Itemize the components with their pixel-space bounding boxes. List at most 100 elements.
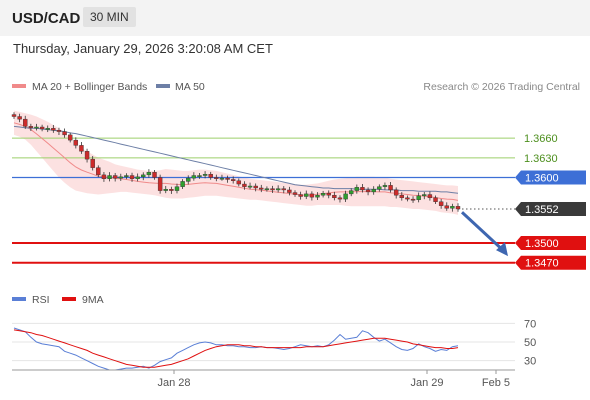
candle-bearish [230, 179, 236, 181]
candle-bearish [270, 188, 275, 191]
level-tag-1.3600 [515, 170, 586, 185]
candle-bearish [23, 118, 28, 127]
rsi-tick-30: 30 [524, 356, 536, 368]
rsi-tick-70: 70 [524, 318, 536, 330]
candle-bullish [275, 188, 281, 191]
candle-bearish [287, 189, 292, 193]
candle-bearish [68, 134, 73, 141]
candle-bearish [253, 185, 258, 189]
candle-bearish [433, 197, 438, 202]
candle-bearish [214, 177, 219, 179]
candle-bullish [191, 175, 197, 179]
rsi-series-9ma [13, 329, 459, 368]
ma9-legend-swatch [62, 297, 76, 301]
ma50-line [13, 125, 459, 194]
candle-bullish [118, 176, 123, 179]
rsi-legend-swatch [12, 297, 26, 301]
candle-bearish [360, 187, 365, 191]
candle-bearish [79, 145, 84, 152]
candle-bullish [186, 177, 191, 182]
rsi-plot: 70 50 30 [12, 318, 536, 371]
ma9-legend-label: 9MA [82, 294, 104, 306]
candle-bullish [264, 188, 270, 191]
x-tick-label: Feb 5 [482, 377, 510, 389]
bb-legend-label: MA 20 + Bollinger Bands [32, 81, 147, 93]
candle-bearish [365, 189, 371, 193]
bollinger-band-area [14, 110, 458, 215]
candle-bullish [247, 185, 253, 188]
ma20-line [13, 122, 459, 201]
rsi-tick-50: 50 [524, 337, 536, 349]
candle-bullish [202, 174, 208, 176]
candle-bullish [197, 175, 202, 177]
candle-bullish [107, 175, 112, 179]
candle-bearish [62, 131, 67, 136]
candle-bearish [438, 201, 444, 206]
x-axis: Jan 28 Jan 29 Feb 5 [157, 370, 510, 389]
candle-bearish [236, 180, 242, 185]
candle-bearish [455, 206, 461, 210]
x-tick-label: Jan 28 [157, 377, 190, 389]
level-tag-1.3552 [515, 201, 586, 216]
header-bar: USD/CAD 30 MIN [0, 0, 590, 36]
candle-bearish [337, 197, 343, 200]
candle-bullish [146, 172, 152, 176]
x-tick-label: Jan 29 [410, 377, 443, 389]
candle-bearish [90, 158, 95, 168]
candle-bearish [399, 194, 404, 199]
candle-bearish [152, 172, 157, 178]
ma50-legend-label: MA 50 [175, 81, 205, 93]
candle-bullish [349, 190, 354, 195]
candle-bullish [304, 193, 309, 197]
level-label-1.3470: 1.3470 [525, 258, 559, 270]
candle-bearish [11, 114, 17, 117]
level-labels: 1.3660 1.3630 1.3600 1.3552 1.3500 1.3470 [515, 133, 586, 270]
candle-bearish [444, 205, 449, 209]
candle-bearish [84, 151, 90, 160]
candle-bearish [309, 193, 315, 198]
level-label-1.3552: 1.3552 [525, 204, 559, 216]
candle-bullish [124, 175, 129, 178]
candle-bearish [169, 189, 174, 191]
candle-bullish [135, 176, 140, 179]
candle-bullish [371, 189, 376, 193]
candle-bullish [377, 186, 382, 190]
level-label-1.3660: 1.3660 [524, 133, 558, 145]
candle-bearish [28, 126, 34, 128]
candle-bullish [382, 185, 388, 187]
candle-bearish [225, 177, 230, 180]
candle-bullish [354, 187, 360, 191]
candle-bullish [422, 194, 427, 197]
candle-bullish [174, 186, 180, 191]
candle-bearish [393, 189, 399, 196]
candle-bearish [259, 187, 264, 190]
candle-bearish [112, 175, 118, 179]
chart-datetime: Thursday, January 29, 2026 3:20:08 AM CE… [13, 41, 273, 56]
candle-bearish [157, 177, 163, 191]
candle-bearish [101, 174, 107, 180]
level-label-1.3630: 1.3630 [524, 153, 558, 165]
forecast-arrow-head [496, 242, 508, 257]
candle-bearish [56, 130, 62, 132]
candle-bearish [292, 192, 298, 195]
level-label-1.3500: 1.3500 [525, 238, 559, 250]
candle-bearish [281, 188, 286, 191]
candle-bearish [73, 139, 79, 146]
candle-bullish [163, 189, 168, 191]
candle-bullish [34, 126, 39, 129]
timeframe-badge[interactable]: 30 MIN [83, 7, 136, 27]
candle-bearish [208, 174, 213, 178]
rsi-series-rsi [13, 327, 459, 371]
level-label-1.3600: 1.3600 [525, 172, 559, 184]
ma50-legend-swatch [156, 84, 170, 88]
candle-bullish [45, 128, 50, 130]
candle-bearish [242, 183, 247, 187]
price-plot [11, 110, 515, 264]
candle-bearish [39, 126, 45, 130]
candle-bearish [51, 128, 56, 131]
candle-bearish [405, 197, 410, 200]
candle-bearish [17, 116, 22, 120]
candle-bearish [96, 167, 101, 176]
candle-bullish [450, 206, 455, 209]
